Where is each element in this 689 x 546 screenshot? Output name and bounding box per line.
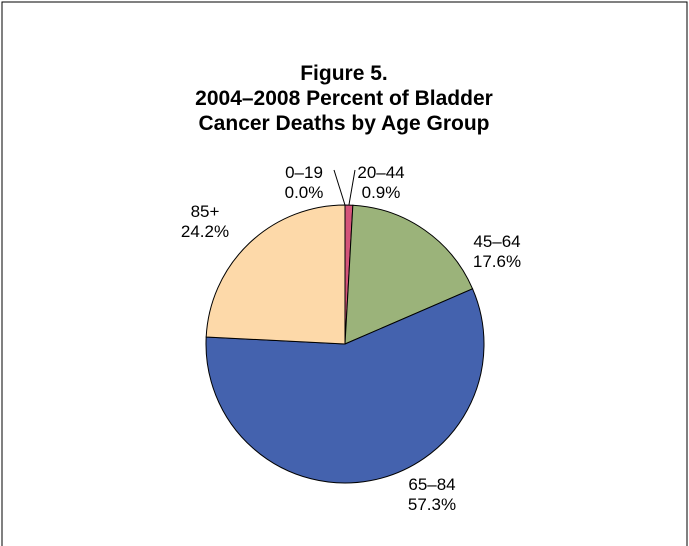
slice-value-label: 0.0% (285, 183, 324, 202)
slice-category-label: 45–64 (473, 232, 520, 251)
leader-lines (333, 169, 356, 206)
slice-value-label: 17.6% (473, 252, 521, 271)
slice-category-label: 0–19 (285, 163, 323, 182)
title-line-1: Figure 5. (300, 62, 388, 85)
title-line-3: Cancer Deaths by Age Group (199, 112, 490, 135)
pie-slice-45-64 (344, 204, 474, 345)
slice-value-label: 0.9% (362, 183, 401, 202)
slice-value-label: 57.3% (408, 495, 456, 514)
slice-value-label: 24.2% (181, 222, 229, 241)
slice-category-label: 85+ (191, 202, 220, 221)
leader-line (348, 169, 356, 206)
slice-category-label: 20–44 (357, 163, 404, 182)
pie-slice-85- (205, 204, 346, 345)
pie-slices (205, 204, 485, 484)
leader-line (333, 169, 346, 206)
slice-category-label: 65–84 (408, 475, 455, 494)
title-line-2: 2004–2008 Percent of Bladder (195, 87, 493, 110)
pie-slice-65-84 (205, 288, 485, 484)
chart-title: Figure 5. 2004–2008 Percent of Bladder C… (195, 62, 493, 135)
